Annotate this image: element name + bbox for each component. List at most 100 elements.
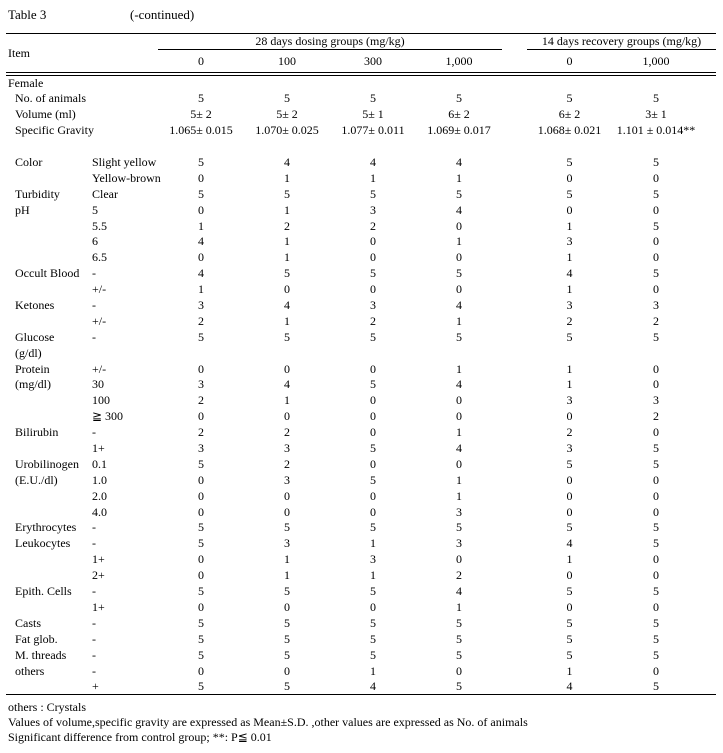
value-cell: 4 <box>456 441 462 456</box>
value-cell: 0 <box>284 599 290 614</box>
table-row: Ketones - 3 4 3 4 3 3 <box>6 298 716 314</box>
column-gap-cell <box>502 329 527 345</box>
column-gap-cell <box>502 600 527 616</box>
value-cell: 1.065± 0.015 <box>169 123 233 138</box>
sub-label-cell: 2.0 <box>92 488 107 503</box>
value-cell: 5 <box>284 266 290 281</box>
value-cell: 3 <box>653 393 660 408</box>
filler-cell <box>700 536 716 552</box>
filler-cell <box>700 170 716 186</box>
value-cell: 1 <box>284 234 290 249</box>
column-gap-cell <box>502 266 527 282</box>
value-cell: 0 <box>653 663 660 678</box>
value-cell: 0 <box>456 282 462 297</box>
sub-label-cell <box>88 107 158 123</box>
value-cell: 4 <box>284 298 290 313</box>
item-label-cell: Epith. Cells <box>15 584 72 599</box>
value-cell: 0 <box>284 488 290 503</box>
value-cell: 5 <box>456 631 462 646</box>
value-cell: 4 <box>566 679 573 694</box>
value-cell: 0 <box>456 218 462 233</box>
value-cell: 5 <box>653 155 660 169</box>
value-cell: 5 <box>566 631 573 646</box>
filler-cell <box>700 488 716 504</box>
value-cell: 3 <box>198 441 204 456</box>
column-gap-cell <box>502 409 527 425</box>
value-cell: 1 <box>456 425 462 440</box>
value-cell: 5 <box>456 266 462 281</box>
recovery-dose-header-0: 0 <box>527 49 613 76</box>
value-cell: 0 <box>566 472 573 487</box>
value-cell: 1.101 ± 0.014** <box>616 123 696 138</box>
value-cell: 0 <box>198 202 204 217</box>
filler-cell <box>700 472 716 488</box>
table-row: Leukocytes - 5 3 1 3 4 5 <box>6 536 716 552</box>
column-gap-cell <box>502 425 527 441</box>
item-label-cell <box>6 552 88 568</box>
table-row <box>6 139 716 155</box>
table-row: Volume (ml) 5± 2 5± 2 5± 1 6± 2 6± 2 3± 1 <box>6 107 716 123</box>
value-cell: 5 <box>370 520 376 535</box>
table-row: Epith. Cells - 5 5 5 4 5 5 <box>6 584 716 600</box>
table-row: Bilirubin - 2 2 0 1 2 0 <box>6 425 716 441</box>
value-cell: 2 <box>370 313 376 328</box>
sub-label-cell <box>88 123 158 139</box>
value-cell: 0 <box>566 568 573 583</box>
filler-cell <box>700 568 716 584</box>
table-row: +/- 1 0 0 0 1 0 <box>6 282 716 298</box>
table-row: Urobilinogen 0.1 5 2 0 0 5 5 <box>6 456 716 472</box>
sub-label-cell: 5.5 <box>92 218 107 233</box>
dose-header-100: 100 <box>244 49 330 76</box>
value-cell: 0 <box>566 599 573 614</box>
value-cell: 1 <box>566 377 573 392</box>
value-cell: 5 <box>370 91 376 106</box>
table-row: (E.U./dl) 1.0 0 3 5 1 0 0 <box>6 472 716 488</box>
value-cell: 1 <box>370 536 376 551</box>
filler-cell <box>700 679 716 695</box>
sub-label-cell: +/- <box>92 282 107 297</box>
sub-label-cell: 1+ <box>92 599 105 614</box>
value-cell: 0 <box>370 488 376 503</box>
value-cell: 3 <box>370 552 376 567</box>
item-label-cell <box>6 250 88 266</box>
sub-label-cell: - <box>92 266 96 281</box>
value-cell: 2 <box>284 456 290 471</box>
value-cell: 5 <box>370 329 376 344</box>
value-cell: 1 <box>370 663 376 678</box>
value-cell: 5 <box>370 631 376 646</box>
table-row: others - 0 0 1 0 1 0 <box>6 663 716 679</box>
column-gap-cell <box>502 202 527 218</box>
value-cell: 4 <box>456 202 462 217</box>
column-gap-cell <box>502 377 527 393</box>
value-cell: 5 <box>370 186 376 201</box>
value-cell <box>612 345 700 361</box>
value-cell: 5 <box>370 377 376 392</box>
value-cell: 5 <box>198 91 204 106</box>
filler-cell <box>700 520 716 536</box>
dose-header-1000: 1,000 <box>416 49 503 76</box>
value-cell: 4 <box>284 377 290 392</box>
column-gap-cell <box>502 186 527 202</box>
column-gap-cell <box>502 298 527 314</box>
column-gap-cell <box>502 472 527 488</box>
dose-header-row: 0 100 300 1,000 0 1,000 <box>6 49 717 76</box>
value-cell: 0 <box>653 361 660 376</box>
value-cell: 0 <box>653 282 660 297</box>
item-label-cell: others <box>15 663 45 678</box>
filler-cell <box>700 123 716 139</box>
section-label: Female <box>8 76 44 90</box>
value-cell: 0 <box>653 234 660 249</box>
value-cell: 0 <box>284 361 290 376</box>
sub-label-cell <box>88 91 158 107</box>
blank-row <box>6 139 716 155</box>
value-cell: 4 <box>456 155 462 169</box>
value-cell: 5 <box>566 91 573 106</box>
item-column-header: Item <box>6 33 158 76</box>
value-cell: 1 <box>284 568 290 583</box>
table-row: pH 5 0 1 3 4 0 0 <box>6 202 716 218</box>
value-cell: 0 <box>653 425 660 440</box>
column-gap-cell <box>502 250 527 266</box>
value-cell: 3 <box>566 298 573 313</box>
value-cell: 1 <box>456 488 462 503</box>
